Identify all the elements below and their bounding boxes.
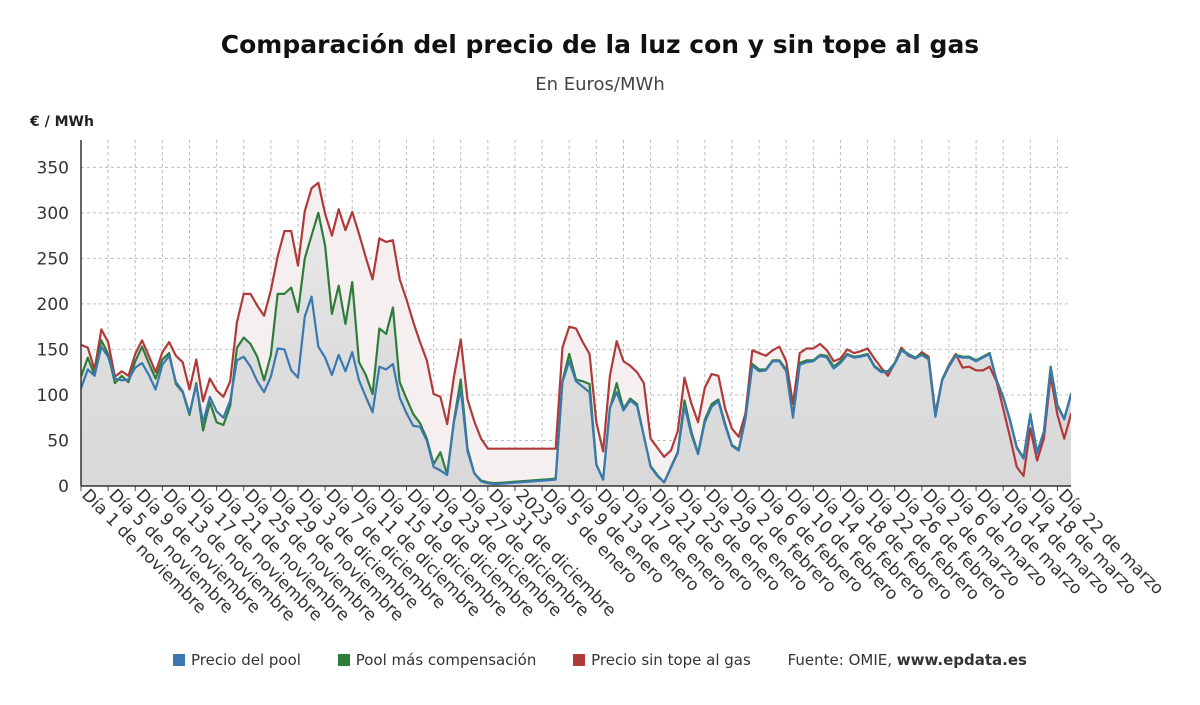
legend-label-sin-tope: Precio sin tope al gas [591, 650, 751, 669]
chart-title: Comparación del precio de la luz con y s… [220, 30, 980, 59]
chart-subtitle: En Euros/MWh [535, 74, 665, 95]
legend-swatch-compensacion [337, 653, 350, 666]
y-axis-label: € / MWh [30, 114, 94, 130]
y-tick-label-5: 250 [37, 249, 69, 269]
y-tick-label-6: 300 [37, 204, 69, 224]
legend: Precio del pool Pool más compensación Pr… [0, 650, 1200, 669]
legend-swatch-pool [173, 653, 186, 666]
series-line-2 [81, 295, 1071, 486]
legend-item-pool: Precio del pool [173, 651, 301, 669]
legend-swatch-sin-tope [573, 653, 586, 666]
area-fills [81, 182, 1071, 486]
series-lines [81, 181, 1071, 486]
legend-label-compensacion: Pool más compensación [355, 650, 537, 669]
legend-item-sin-tope: Precio sin tope al gas [573, 651, 751, 669]
series-area-2 [81, 296, 1071, 486]
legend-item-compensacion: Pool más compensación [337, 650, 537, 669]
source-note: Fuente: OMIE, www.epdata.es [788, 651, 1027, 669]
source-prefix: Fuente: OMIE, [787, 650, 892, 669]
y-tick-label-3: 150 [37, 340, 69, 360]
y-tick-label-4: 200 [37, 295, 69, 315]
y-tick-label-1: 50 [47, 431, 69, 451]
y-tick-label-2: 100 [37, 386, 69, 406]
legend-label-pool: Precio del pool [191, 650, 301, 669]
axes [80, 140, 1071, 491]
y-tick-label-0: 0 [58, 477, 69, 497]
y-tick-labels: 0 50 100 150 200 250 300 350 [37, 158, 69, 497]
source-link[interactable]: www.epdata.es [896, 650, 1027, 669]
y-tick-label-7: 350 [37, 158, 69, 178]
